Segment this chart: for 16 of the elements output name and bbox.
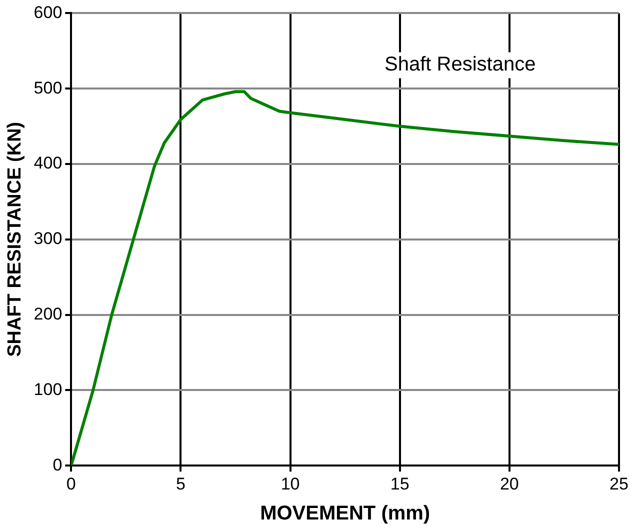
y-tick-label: 100 [34, 380, 62, 399]
text: Shaft Resistance [384, 54, 536, 76]
x-tick-label: 20 [500, 474, 519, 494]
y-tick-label: 0 [52, 455, 62, 474]
y-tick-label: 200 [34, 304, 62, 324]
y-tick-label: 600 [34, 2, 62, 22]
y-tick-label: 400 [34, 154, 62, 173]
y-tick-label: 300 [34, 229, 62, 248]
x-tick-label: 10 [280, 474, 300, 494]
y-tick-label: 500 [34, 78, 62, 98]
x-tick-label: 0 [66, 474, 76, 494]
y-axis-title: SHAFT RESISTANCE (KN) [4, 122, 26, 357]
x-axis-title: MOVEMENT (mm) [260, 502, 430, 525]
x-tick-label: 5 [176, 474, 186, 494]
x-tick-label: 25 [610, 474, 628, 494]
x-tick-label: 15 [390, 474, 410, 494]
